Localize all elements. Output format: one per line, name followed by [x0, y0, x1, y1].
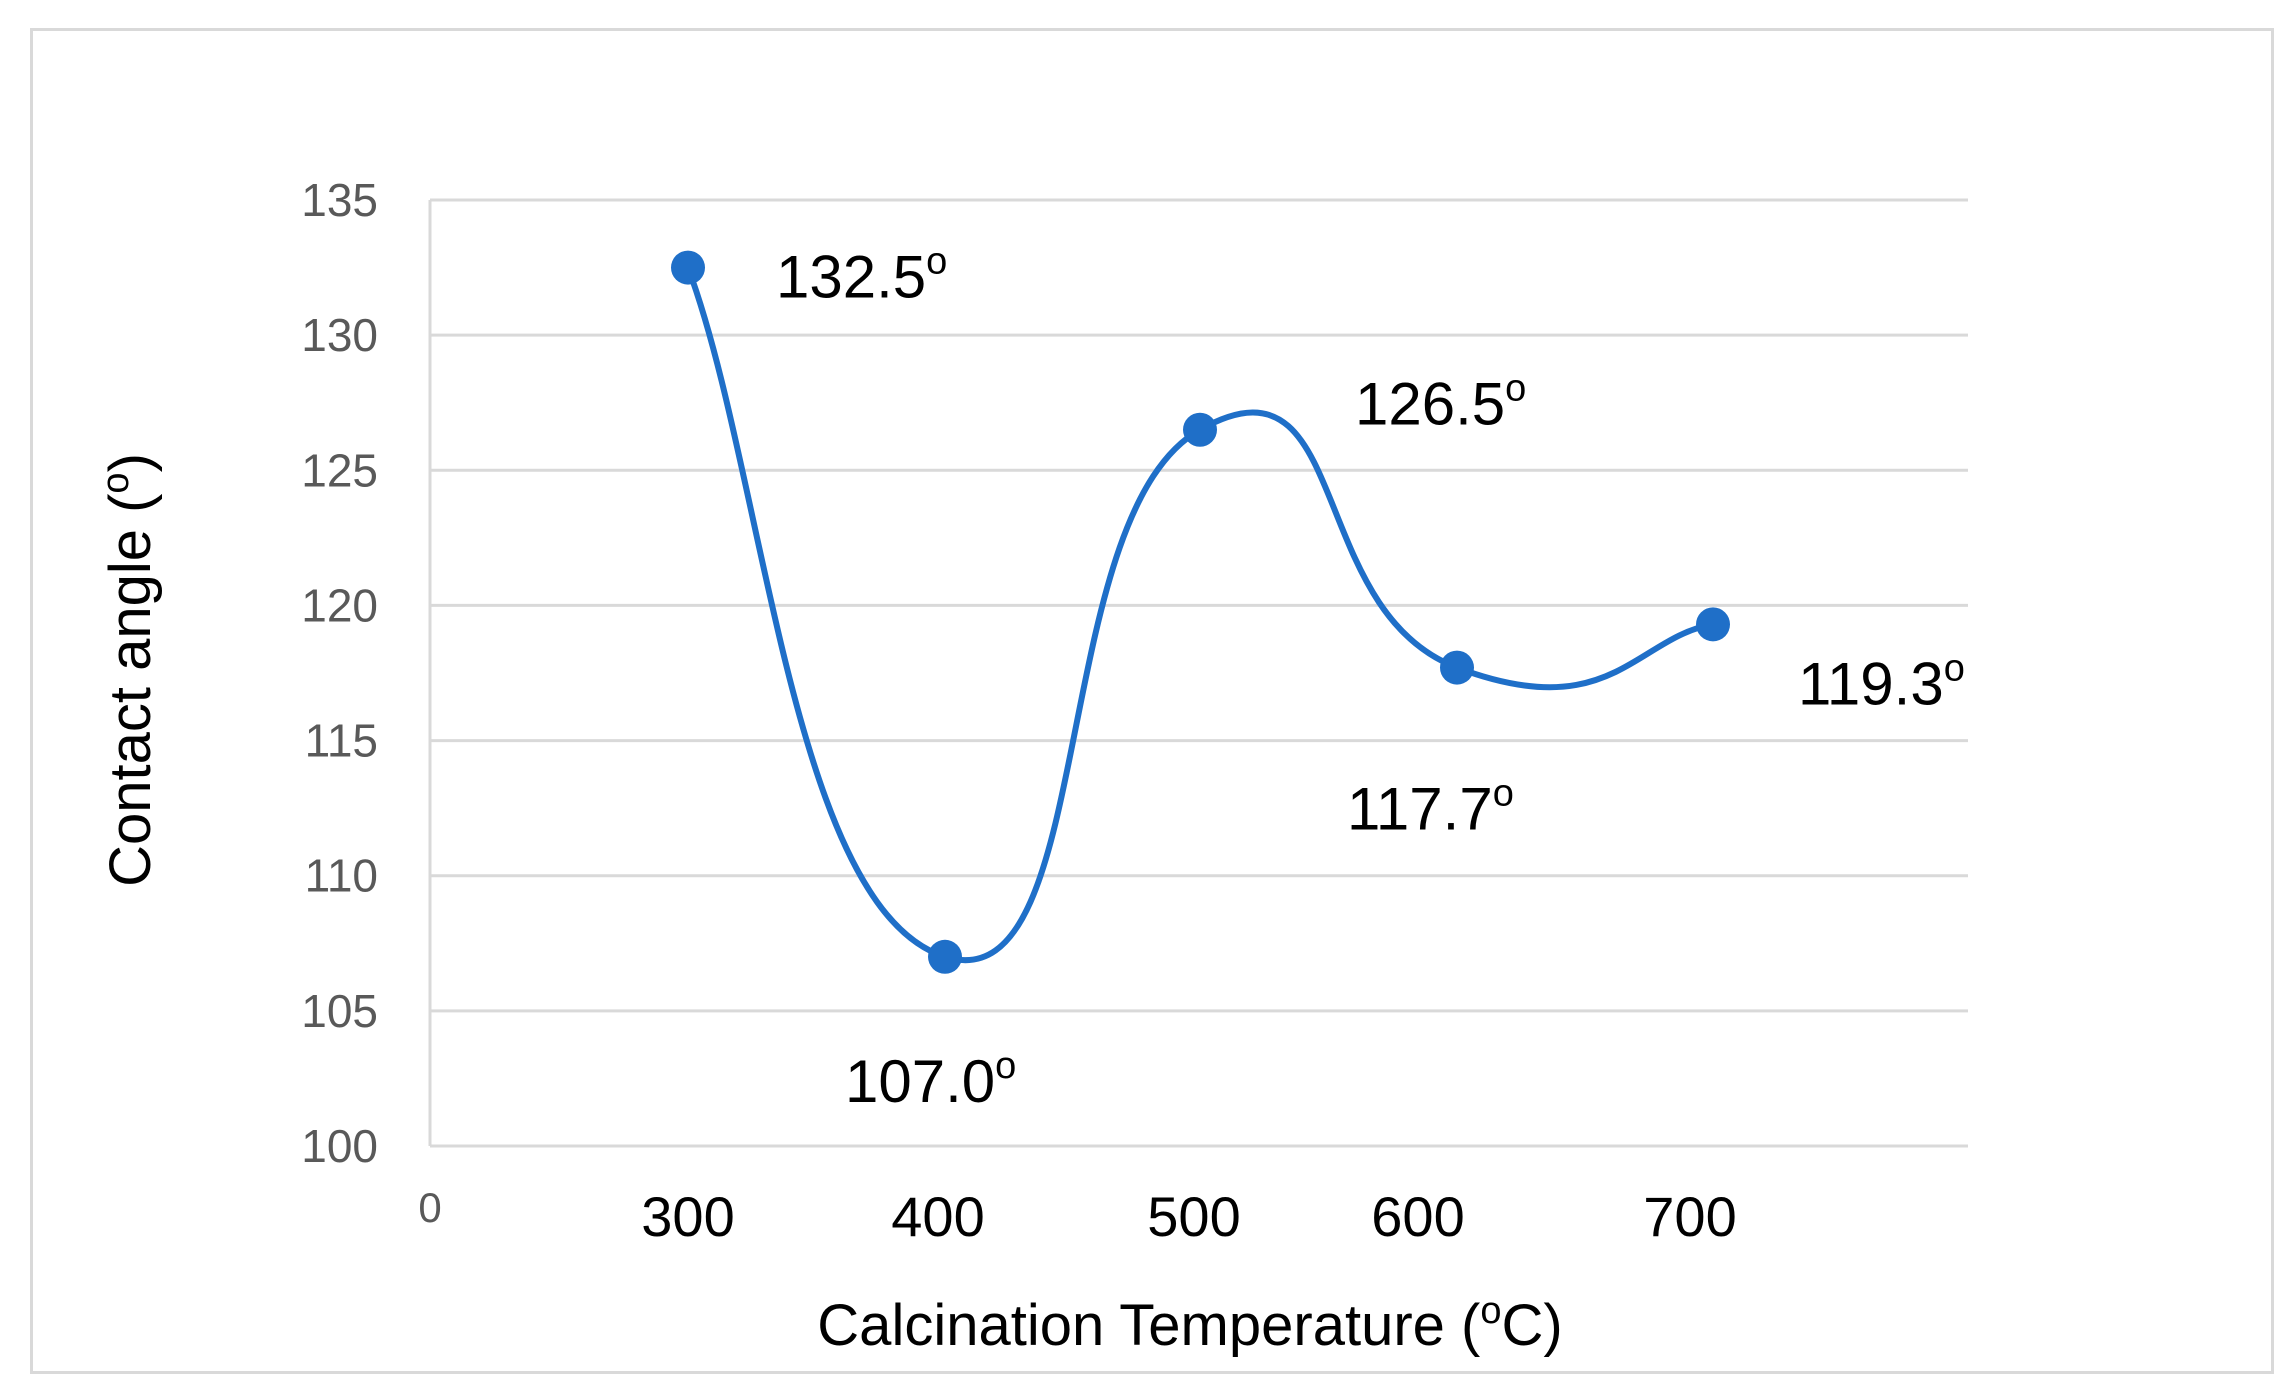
y-axis-label: Contact angle (o)	[95, 453, 163, 887]
data-points	[671, 250, 1730, 974]
y-tick-label: 100	[301, 1120, 378, 1172]
x-tick-label: 0	[418, 1184, 441, 1231]
data-label-700: 119.3o	[1798, 647, 1965, 717]
x-tick-label: 600	[1371, 1185, 1464, 1248]
data-labels: 132.5o 107.0o 126.5o 117.7o 119.3o	[776, 241, 1965, 1115]
y-tick-label: 120	[301, 579, 378, 631]
series-line	[685, 266, 1714, 963]
x-axis-label: Calcination Temperature (oC)	[817, 1290, 1562, 1358]
y-tick-label: 110	[305, 850, 378, 902]
y-tick-label: 130	[301, 309, 378, 361]
x-tick-label: 400	[891, 1185, 984, 1248]
data-point-500	[1183, 412, 1217, 447]
data-point-400	[928, 939, 962, 974]
data-label-300: 132.5o	[776, 241, 947, 311]
y-tick-label: 105	[301, 985, 378, 1037]
y-tick-label: 135	[301, 174, 378, 226]
chart-frame	[30, 28, 2274, 1374]
data-label-400: 107.0o	[845, 1045, 1016, 1115]
data-point-600	[1440, 650, 1474, 685]
data-label-500: 126.5o	[1355, 368, 1526, 438]
gridlines	[430, 198, 1968, 1148]
data-label-600: 117.7o	[1347, 773, 1514, 843]
y-tick-label: 115	[305, 715, 378, 767]
x-tick-label: 500	[1147, 1185, 1240, 1248]
y-axis-ticks: 100 105 110 115 120 125 130 135	[301, 174, 378, 1172]
x-axis-ticks: 0 300 400 500 600 700	[418, 1184, 1736, 1248]
x-tick-label: 700	[1643, 1185, 1736, 1248]
data-point-300	[671, 250, 705, 285]
data-point-700	[1696, 607, 1730, 642]
x-tick-label: 300	[641, 1185, 734, 1248]
y-tick-label: 125	[301, 444, 378, 496]
